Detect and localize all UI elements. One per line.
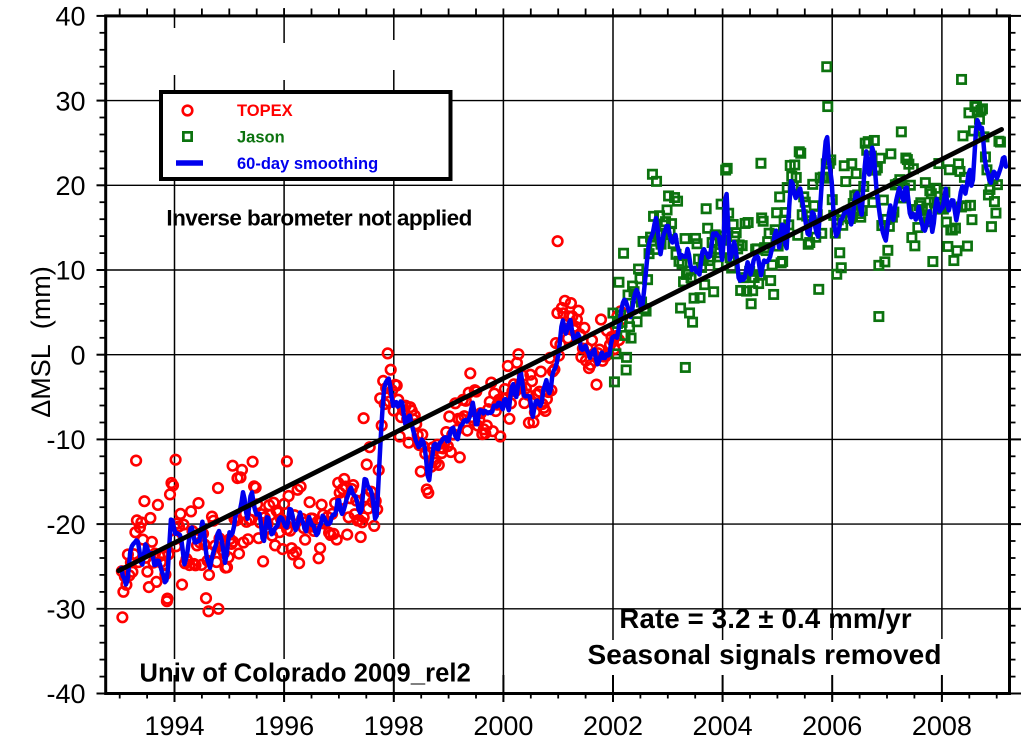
svg-text:-10: -10 bbox=[46, 425, 85, 455]
svg-text:Inverse barometer not applied: Inverse barometer not applied bbox=[166, 206, 471, 231]
svg-text:2004: 2004 bbox=[693, 711, 753, 741]
svg-text:1996: 1996 bbox=[254, 711, 314, 741]
svg-text:Univ of Colorado 2009_rel2: Univ of Colorado 2009_rel2 bbox=[140, 660, 471, 688]
svg-text:2008: 2008 bbox=[912, 711, 972, 741]
svg-text:Seasonal signals removed: Seasonal signals removed bbox=[587, 639, 941, 670]
svg-text:1998: 1998 bbox=[364, 711, 424, 741]
svg-text:40: 40 bbox=[55, 2, 85, 32]
svg-text:20: 20 bbox=[55, 171, 85, 201]
svg-text:Jason: Jason bbox=[237, 129, 285, 147]
svg-text:2002: 2002 bbox=[583, 711, 643, 741]
svg-text:1994: 1994 bbox=[144, 711, 204, 741]
svg-text:-40: -40 bbox=[46, 679, 85, 709]
svg-text:-20: -20 bbox=[46, 510, 85, 540]
svg-text:0: 0 bbox=[70, 340, 85, 370]
svg-text:ΔMSL (mm): ΔMSL (mm) bbox=[26, 266, 56, 418]
svg-text:TOPEX: TOPEX bbox=[237, 102, 293, 120]
svg-text:10: 10 bbox=[55, 256, 85, 286]
svg-text:-30: -30 bbox=[46, 595, 85, 625]
svg-text:2000: 2000 bbox=[473, 711, 533, 741]
svg-text:2006: 2006 bbox=[802, 711, 862, 741]
svg-text:30: 30 bbox=[55, 86, 85, 116]
svg-text:Rate = 3.2 ± 0.4 mm/yr: Rate = 3.2 ± 0.4 mm/yr bbox=[619, 603, 911, 634]
svg-text:60-day smoothing: 60-day smoothing bbox=[237, 155, 378, 173]
